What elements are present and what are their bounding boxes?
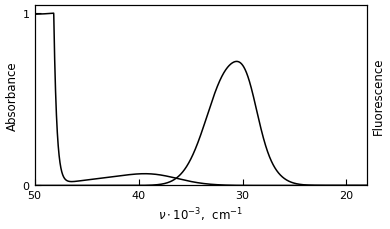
X-axis label: $\nu\cdot10^{-3}$,  cm$^{-1}$: $\nu\cdot10^{-3}$, cm$^{-1}$ <box>158 206 243 224</box>
Y-axis label: Fluorescence: Fluorescence <box>371 57 385 134</box>
Y-axis label: Absorbance: Absorbance <box>5 61 19 130</box>
